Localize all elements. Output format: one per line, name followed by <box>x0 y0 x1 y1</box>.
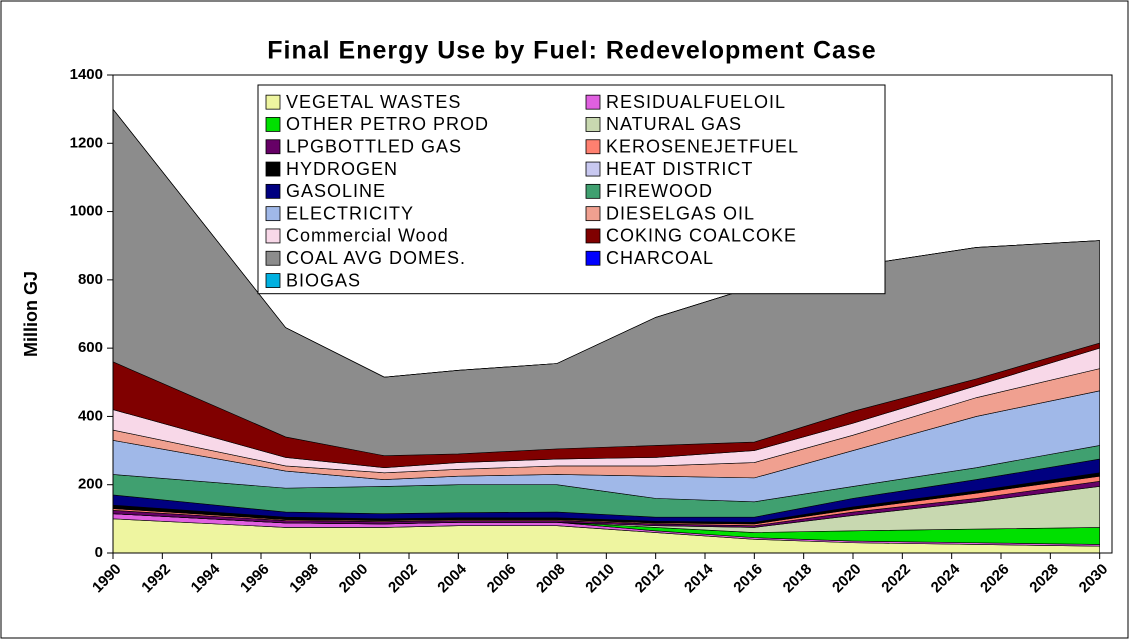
legend-label: GASOLINE <box>286 181 386 201</box>
legend-swatch <box>585 161 601 177</box>
legend-swatch <box>265 94 281 110</box>
legend-label: COAL AVG DOMES. <box>286 248 466 268</box>
y-tick-label: 600 <box>78 339 103 356</box>
legend-label: CHARCOAL <box>606 248 714 268</box>
legend-label: VEGETAL WASTES <box>286 92 461 112</box>
legend-swatch <box>585 206 601 222</box>
legend-swatch <box>585 94 601 110</box>
legend-swatch <box>585 117 601 132</box>
chart-title: Final Energy Use by Fuel: Redevelopment … <box>267 37 876 65</box>
legend-label: KEROSENEJETFUEL <box>606 137 799 157</box>
legend-swatch <box>265 228 281 244</box>
legend-swatch <box>585 183 601 199</box>
y-tick-label: 1200 <box>70 134 103 151</box>
legend-label: Commercial Wood <box>286 226 449 246</box>
legend-swatch <box>265 139 281 155</box>
legend-label: FIREWOOD <box>606 181 713 201</box>
legend-label: LPGBOTTLED GAS <box>286 137 462 157</box>
legend-label: NATURAL GAS <box>606 114 742 134</box>
legend-swatch <box>265 273 281 288</box>
legend-swatch <box>265 161 281 177</box>
y-tick-label: 1400 <box>70 66 103 83</box>
y-tick-label: 200 <box>78 476 103 493</box>
y-tick-label: 0 <box>95 544 103 561</box>
legend-swatch <box>585 139 601 155</box>
plot-border <box>112 74 1113 554</box>
legend-label: BIOGAS <box>286 270 361 290</box>
legend-label: HYDROGEN <box>286 159 398 179</box>
y-tick-label: 1000 <box>70 203 103 220</box>
legend-swatch <box>265 183 281 199</box>
legend-label: HEAT DISTRICT <box>606 159 753 179</box>
y-tick-label: 400 <box>78 407 103 424</box>
legend-swatch <box>265 206 281 222</box>
legend-swatch <box>265 250 281 266</box>
legend-label: OTHER PETRO PROD <box>286 114 489 134</box>
legend-label: RESIDUALFUELOIL <box>606 92 786 112</box>
legend-swatch <box>265 117 281 132</box>
legend-label: DIESELGAS OIL <box>606 203 755 223</box>
legend-swatch <box>585 228 601 244</box>
legend-swatch <box>585 250 601 266</box>
legend-label: COKING COALCOKE <box>606 226 797 246</box>
y-axis-label: Million GJ <box>21 271 41 357</box>
legend-box <box>257 84 886 295</box>
legend-label: ELECTRICITY <box>286 203 414 223</box>
y-tick-label: 800 <box>78 271 103 288</box>
